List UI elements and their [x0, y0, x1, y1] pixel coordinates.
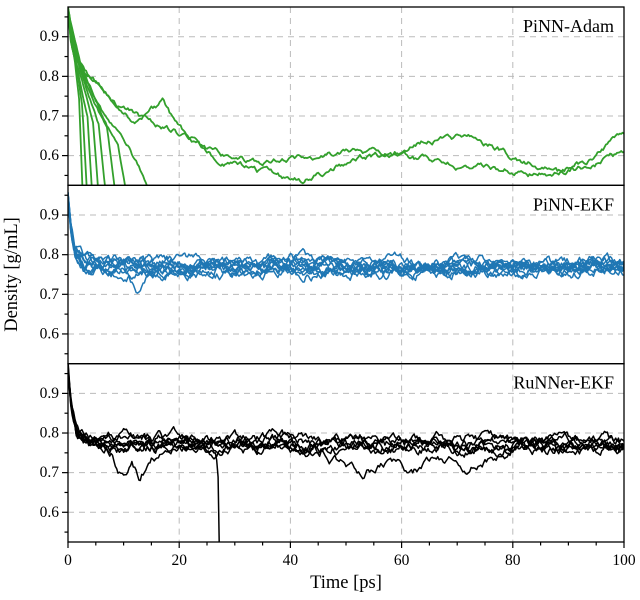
x-tick-label: 80	[505, 552, 521, 569]
gridlines-panel-1	[68, 185, 624, 364]
x-tick-label: 60	[394, 552, 410, 569]
trajectory-line	[68, 192, 624, 294]
y-tick-label: 0.6	[40, 147, 60, 164]
trajectory-line	[68, 368, 220, 542]
x-tick-label: 0	[64, 552, 72, 569]
trajectory-line	[68, 11, 99, 186]
y-tick-label: 0.6	[40, 325, 60, 342]
y-tick-label: 0.8	[40, 425, 60, 442]
x-ticks	[67, 542, 625, 548]
y-tick-label: 0.8	[40, 68, 60, 85]
series-group-PiNN-EKF	[68, 191, 624, 294]
trajectory-line	[68, 370, 624, 458]
x-axis-label: Time [ps]	[310, 573, 382, 593]
y-ticks-panel-2	[62, 372, 68, 533]
trajectory-line	[68, 9, 126, 186]
y-tick-label: 0.9	[40, 28, 60, 45]
y-tick-label: 0.7	[40, 464, 60, 481]
y-ticks-panel-1	[62, 194, 68, 355]
trajectory-line	[68, 12, 624, 176]
y-ticks-panel-0	[62, 16, 68, 177]
panel-label: RuNNer-EKF	[513, 373, 614, 393]
trajectory-line	[68, 197, 624, 283]
x-tick-label: 100	[612, 552, 636, 569]
trajectory-line	[68, 192, 624, 281]
trajectory-line	[68, 12, 116, 186]
x-tick-label: 40	[283, 552, 299, 569]
y-tick-label: 0.9	[40, 385, 60, 402]
y-tick-label: 0.6	[40, 504, 60, 521]
trajectory-line	[68, 13, 148, 186]
y-tick-label: 0.7	[40, 107, 60, 124]
gridlines-panel-0	[68, 7, 624, 186]
trajectory-line	[68, 191, 624, 277]
panel-label: PiNN-EKF	[533, 194, 614, 214]
y-tick-label: 0.7	[40, 286, 60, 303]
trajectory-line	[68, 368, 624, 482]
panel-label: PiNN-Adam	[523, 16, 614, 36]
trajectory-line	[68, 7, 624, 185]
y-axis-label: Density [g/mL]	[2, 217, 22, 332]
series-group-PiNN-Adam	[68, 7, 624, 186]
series-group-RuNNer-EKF	[68, 363, 624, 542]
trajectory-line	[68, 373, 624, 480]
y-tick-label: 0.9	[40, 207, 60, 224]
x-tick-label: 20	[171, 552, 187, 569]
y-tick-label: 0.8	[40, 246, 60, 263]
